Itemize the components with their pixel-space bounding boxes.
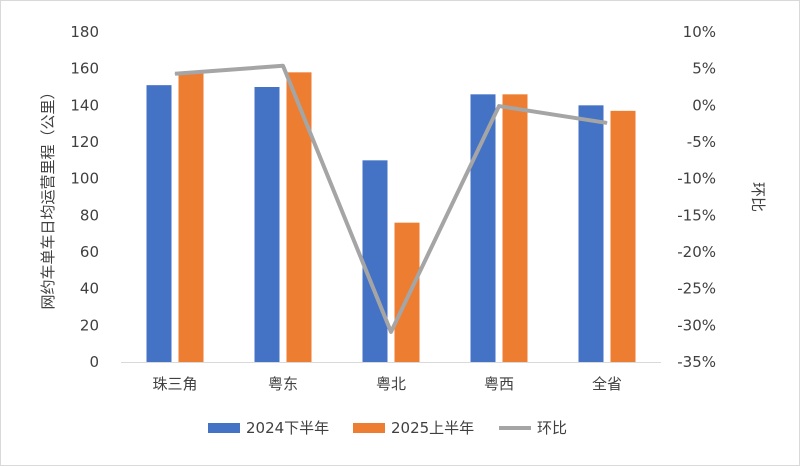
x-tick-label: 粤西	[484, 375, 514, 393]
y2-tick-label: -5%	[687, 133, 716, 151]
ratio-point-1	[282, 65, 284, 67]
y2-tick-label: -20%	[677, 243, 716, 261]
y2-axis-title: 环比	[749, 182, 767, 212]
y-tick-label: 80	[80, 206, 99, 224]
left-axis-ticks: 0 20 40 60 80 100 120 140 160 180	[70, 23, 99, 371]
legend-swatch-2025h1	[353, 423, 385, 433]
x-tick-label: 粤北	[376, 375, 406, 393]
legend-label-2024h2: 2024下半年	[246, 419, 329, 437]
ratio-point-4	[606, 122, 608, 124]
y2-tick-label: 10%	[683, 23, 716, 41]
bar-2024h2-2	[362, 160, 388, 362]
bar-2025h1-2	[394, 222, 420, 362]
legend-label-2025h1: 2025上半年	[391, 419, 474, 437]
y2-tick-label: -30%	[677, 316, 716, 334]
bar-2024h2-0	[146, 85, 172, 363]
y-tick-label: 20	[80, 316, 99, 334]
ratio-line	[174, 63, 608, 334]
bar-2024h2-1	[254, 87, 280, 362]
bar-2025h1-0	[178, 72, 204, 362]
y-tick-label: 140	[70, 96, 99, 114]
legend-swatch-2024h2	[208, 423, 240, 433]
y-tick-label: 120	[70, 133, 99, 151]
y2-tick-label: 0%	[692, 96, 716, 114]
category-labels: 珠三角 粤东 粤北 粤西 全省	[152, 375, 622, 393]
y-tick-label: 0	[89, 353, 99, 371]
bar-2024h2-4	[578, 105, 604, 362]
y-tick-label: 40	[80, 280, 99, 298]
x-tick-label: 珠三角	[152, 375, 197, 393]
y-tick-label: 100	[70, 170, 99, 188]
bar-2024h2-3	[470, 94, 496, 362]
y2-tick-label: -15%	[677, 206, 716, 224]
ratio-polyline	[174, 63, 608, 334]
y-axis-title: 网约车单车日均运营里程（公里）	[39, 84, 57, 309]
y2-tick-label: -10%	[677, 170, 716, 188]
right-axis-ticks: -35% -30% -25% -20% -15% -10% -5% 0% 5% 10%	[677, 23, 716, 371]
bar-2025h1-3	[502, 94, 528, 362]
bars	[146, 72, 636, 363]
ratio-point-3	[498, 105, 500, 107]
y2-tick-label: -35%	[677, 353, 716, 371]
x-tick-label: 粤东	[268, 375, 298, 393]
y-tick-label: 160	[70, 60, 99, 78]
y-tick-label: 60	[80, 243, 99, 261]
ratio-point-0	[174, 73, 176, 75]
ratio-point-2	[390, 331, 392, 333]
y2-tick-label: 5%	[692, 60, 716, 78]
y2-tick-label: -25%	[677, 280, 716, 298]
bar-2025h1-4	[610, 110, 636, 362]
bar-2025h1-1	[286, 72, 312, 362]
legend-label-ratio: 环比	[537, 419, 567, 437]
y-tick-label: 180	[70, 23, 99, 41]
x-tick-label: 全省	[592, 375, 622, 393]
legend: 2024下半年 2025上半年 环比	[208, 419, 567, 437]
